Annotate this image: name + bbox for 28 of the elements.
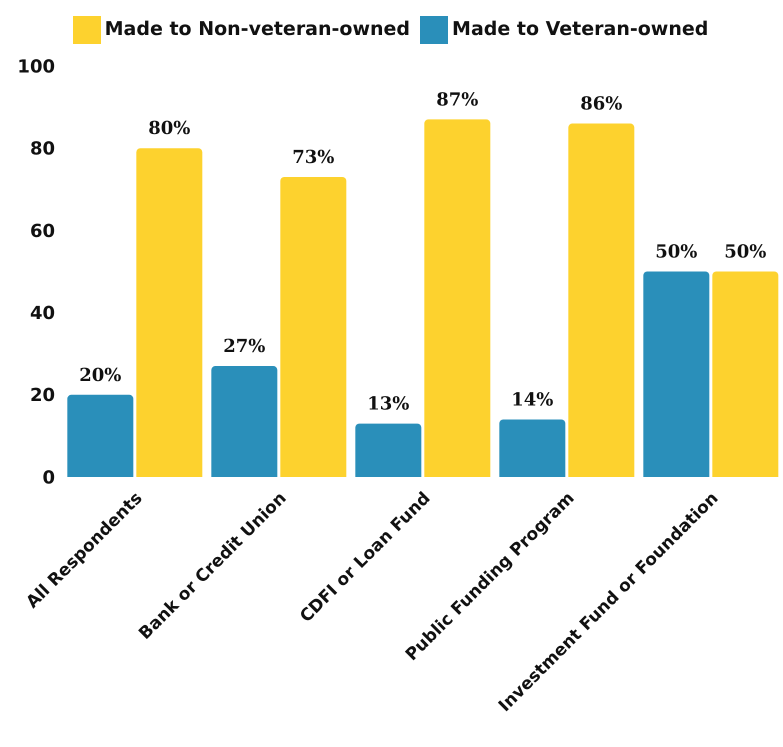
data-label: 87% [436,89,478,110]
bar [280,176,346,477]
bar [643,272,710,477]
bar [67,394,134,477]
data-label: 20% [79,364,122,386]
data-label: 73% [292,146,334,168]
y-tick-label: 20 [30,385,55,406]
bar [424,119,490,477]
data-label: 14% [511,389,554,410]
data-label: 27% [223,336,266,358]
bar [499,419,566,477]
data-label: 50% [724,242,766,262]
y-tick-label: 60 [30,220,55,242]
y-tick-label: 100 [17,56,55,78]
bar [568,124,634,477]
legend-label: Made to Veteran-owned [452,18,708,40]
bar [211,366,278,477]
bar [355,424,422,477]
data-label: 80% [148,118,190,140]
data-label: 13% [367,394,410,415]
data-label: 86% [580,94,622,115]
bar [136,148,202,477]
y-tick-label: 0 [42,467,55,488]
y-tick-label: 80 [30,138,55,160]
y-tick-label: 40 [30,302,55,324]
bar [712,272,778,477]
data-label: 50% [655,242,698,262]
legend-label: Made to Non-veteran-owned [104,18,410,40]
